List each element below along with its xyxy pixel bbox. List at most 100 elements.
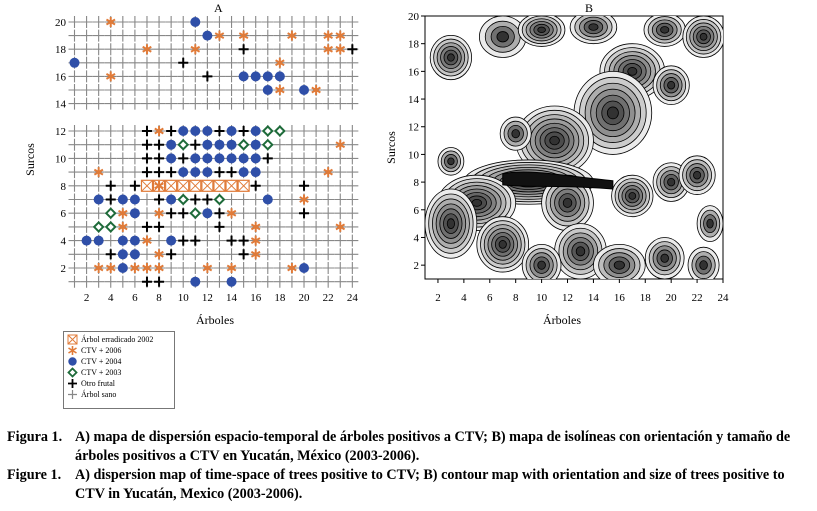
healthy-tree-marker <box>68 43 81 56</box>
legend-item-frutal: Otro frutal <box>67 378 171 389</box>
healthy-tree-marker <box>346 248 359 261</box>
eradicated-tree-cross <box>201 179 214 192</box>
ctv2006-marker <box>275 57 285 68</box>
healthy-tree-marker <box>80 125 93 137</box>
healthy-tree-marker <box>310 275 323 288</box>
healthy-tree-marker <box>273 193 286 206</box>
healthy-tree-marker <box>153 16 166 28</box>
panel-b-ylabel: Surcos <box>383 131 398 164</box>
healthy-tree-marker <box>285 275 298 288</box>
healthy-tree-marker <box>225 220 238 233</box>
x-tick-label: 14 <box>588 292 600 304</box>
healthy-tree-marker <box>189 248 202 261</box>
healthy-tree-marker <box>225 97 238 110</box>
contour-ring <box>498 240 507 249</box>
ctv2004-marker <box>166 194 177 205</box>
ctv2004-marker <box>166 235 177 246</box>
healthy-tree-marker <box>225 84 238 96</box>
healthy-tree-marker <box>80 193 93 206</box>
y-tick-label: 4 <box>61 236 67 248</box>
healthy-tree-marker <box>298 152 311 165</box>
ctv2004-marker <box>117 235 128 246</box>
healthy-tree-marker <box>346 179 359 192</box>
healthy-tree-marker <box>92 275 105 288</box>
ctv2006-marker <box>323 30 333 41</box>
healthy-tree-marker <box>68 207 81 220</box>
y-tick-label: 16 <box>408 66 420 78</box>
x-tick-label: 10 <box>178 292 190 304</box>
healthy-tree-marker <box>116 275 129 288</box>
ctv2006-marker <box>311 85 321 95</box>
x-tick-label: 2 <box>435 292 441 304</box>
ctv2004-marker <box>250 153 261 164</box>
healthy-tree-marker <box>310 234 323 247</box>
fruit-tree-marker <box>238 249 249 260</box>
cross-icon <box>68 379 77 388</box>
contour-ring <box>667 80 676 90</box>
contour-ring <box>537 26 546 34</box>
ctv2006-marker <box>250 221 261 232</box>
ctv2003-marker <box>237 138 250 151</box>
healthy-tree-marker <box>104 97 117 110</box>
healthy-tree-marker <box>334 97 347 110</box>
healthy-tree-marker <box>261 275 274 288</box>
fruit-tree-marker <box>214 221 225 232</box>
ctv2004-marker <box>238 153 249 164</box>
panel-b-title: B <box>585 1 594 15</box>
contour-ring <box>511 129 520 139</box>
healthy-tree-marker <box>273 220 286 233</box>
healthy-tree-marker <box>116 138 129 151</box>
ctv2004-marker <box>226 276 237 287</box>
ctv2006-marker <box>154 249 164 260</box>
healthy-tree-marker <box>322 275 335 288</box>
healthy-tree-marker <box>92 56 105 69</box>
fruit-tree-marker <box>178 57 189 68</box>
fruit-tree-marker <box>238 126 249 136</box>
healthy-tree-marker <box>153 234 166 247</box>
healthy-tree-marker <box>249 16 262 28</box>
contour-ring <box>537 260 546 270</box>
y-tick-label: 10 <box>408 149 420 161</box>
ctv2004-marker <box>129 208 140 219</box>
healthy-tree-marker <box>249 43 262 56</box>
healthy-tree-marker <box>153 97 166 110</box>
healthy-tree-marker <box>298 97 311 110</box>
healthy-tree-marker <box>201 84 214 96</box>
healthy-tree-marker <box>92 248 105 261</box>
healthy-tree-marker <box>298 138 311 151</box>
healthy-tree-marker <box>261 248 274 261</box>
x-tick-label: 20 <box>299 292 311 304</box>
healthy-tree-marker <box>68 193 81 206</box>
healthy-tree-marker <box>92 138 105 151</box>
healthy-tree-marker <box>68 275 81 288</box>
healthy-tree-marker <box>334 125 347 137</box>
healthy-tree-marker <box>68 179 81 192</box>
healthy-tree-marker <box>92 97 105 110</box>
healthy-tree-marker <box>177 43 190 56</box>
healthy-tree-marker <box>334 56 347 69</box>
healthy-tree-marker <box>225 16 238 28</box>
legend-item-ctv2006: CTV + 2006 <box>67 345 171 356</box>
healthy-tree-marker <box>80 43 93 56</box>
x-tick-label: 10 <box>536 292 548 304</box>
fruit-tree-marker <box>141 139 152 150</box>
ctv2006-marker <box>287 263 297 273</box>
healthy-tree-marker <box>346 56 359 69</box>
ctv2006-marker <box>142 44 152 55</box>
healthy-tree-marker <box>201 234 214 247</box>
ctv2004-marker <box>190 17 201 27</box>
healthy-tree-marker <box>298 16 311 28</box>
healthy-tree-marker <box>310 248 323 261</box>
healthy-tree-marker <box>310 97 323 110</box>
legend-label: CTV + 2003 <box>81 368 122 377</box>
fruit-tree-marker <box>105 194 116 205</box>
fruit-tree-marker <box>129 180 140 191</box>
healthy-tree-marker <box>322 16 335 28</box>
ctv2004-marker <box>226 126 237 136</box>
x-tick-label: 14 <box>226 292 238 304</box>
healthy-tree-marker <box>261 29 274 42</box>
ctv2006-marker <box>154 208 164 219</box>
healthy-tree-marker <box>201 43 214 56</box>
contour-layer <box>425 16 723 279</box>
healthy-tree-marker <box>140 84 153 96</box>
